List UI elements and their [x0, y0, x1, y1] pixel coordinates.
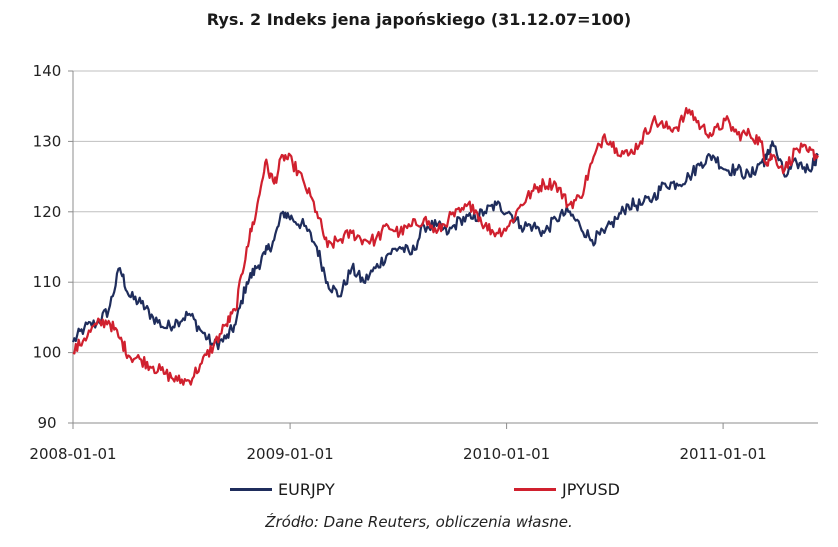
y-tick-labels: 90 100 110 120 130 140 [33, 62, 62, 432]
legend-swatch-jpyusd [514, 488, 556, 491]
y-tick-label-120: 120 [33, 203, 62, 221]
chart-title: Rys. 2 Indeks jena japońskiego (31.12.07… [206, 10, 632, 29]
axes [68, 70, 818, 429]
y-tick-label-100: 100 [33, 344, 62, 362]
y-tick-label-130: 130 [33, 132, 62, 150]
gridlines [73, 70, 818, 354]
source-note: Źródło: Dane Reuters, obliczenia własne. [265, 513, 573, 531]
series-line-eurjpy [71, 140, 819, 351]
legend-swatch-eurjpy [230, 488, 272, 491]
y-tick-label-140: 140 [33, 62, 62, 80]
legend-item-jpyusd: JPYUSD [514, 480, 620, 499]
x-tick-label-2009-01-01: 2009-01-01 [247, 445, 334, 463]
x-tick-label-2010-01-01: 2010-01-01 [463, 445, 550, 463]
legend-label-jpyusd: JPYUSD [562, 480, 620, 499]
y-tick-label-90: 90 [37, 414, 56, 432]
series-lines [71, 107, 819, 386]
x-tick-label-2011-01-01: 2011-01-01 [680, 445, 767, 463]
legend-label-eurjpy: EURJPY [278, 480, 335, 499]
legend: EURJPY JPYUSD [0, 480, 838, 504]
series-line-jpyusd [72, 107, 819, 386]
y-tick-label-110: 110 [33, 273, 62, 291]
legend-item-eurjpy: EURJPY [230, 480, 335, 499]
x-tick-labels: 2008-01-01 2009-01-01 2010-01-01 2011-01-01 [29, 445, 766, 463]
x-tick-label-2008-01-01: 2008-01-01 [29, 445, 116, 463]
